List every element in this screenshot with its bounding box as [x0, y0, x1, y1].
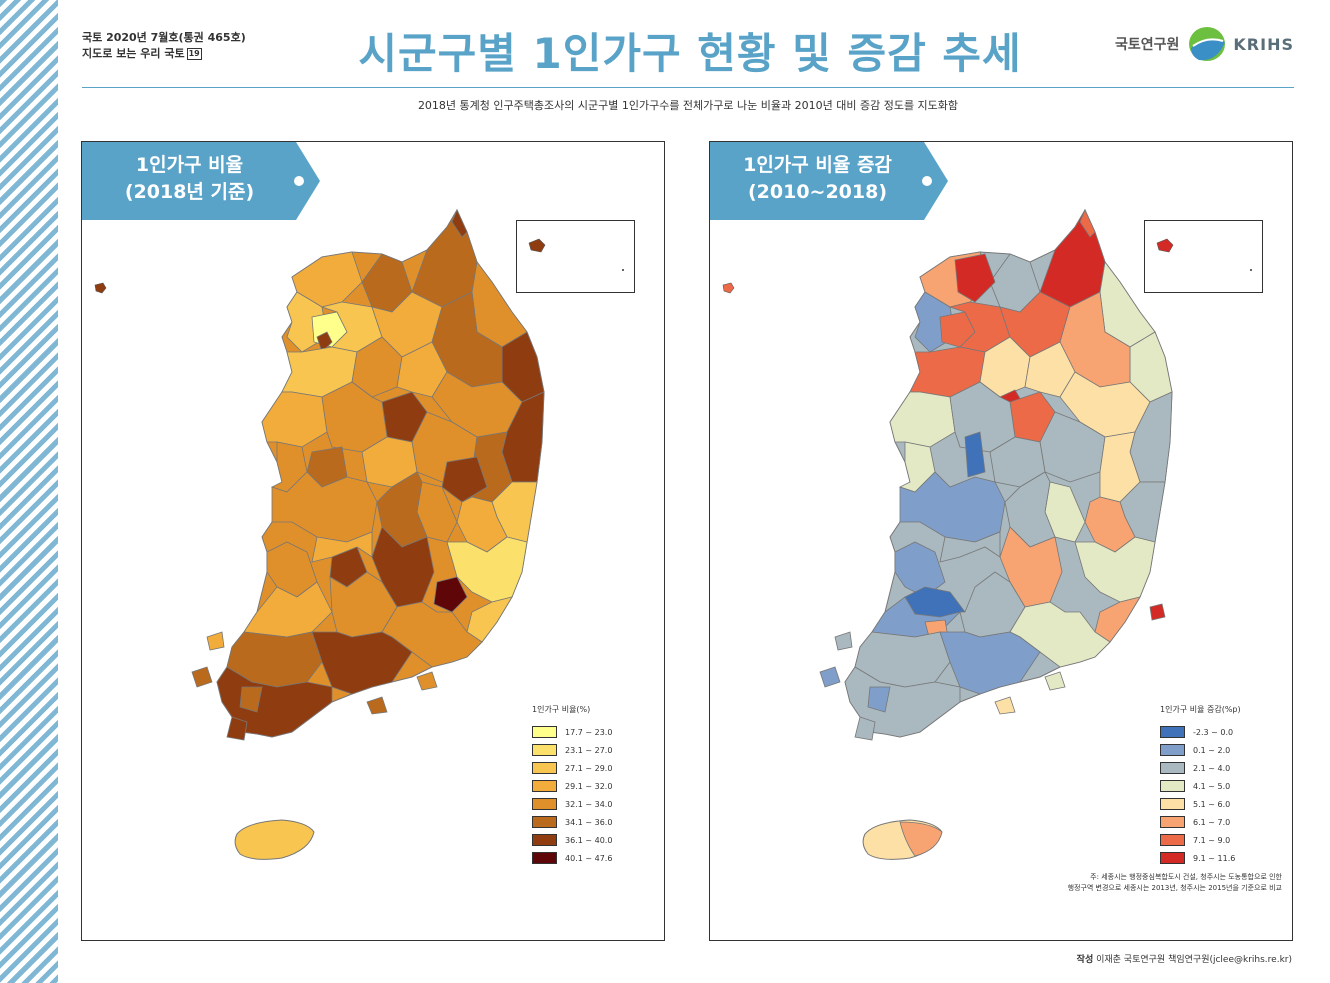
- legend-swatch: [532, 726, 557, 738]
- korea-map-change: [722, 208, 1173, 860]
- legend-ratio: 1인가구 비율(%) 17.7 ~ 23.0 23.1 ~ 27.0 27.1 …: [532, 704, 612, 867]
- legend-item: 0.1 ~ 2.0: [1160, 741, 1241, 759]
- legend-label: 6.1 ~ 7.0: [1193, 817, 1231, 827]
- inset-map-box: [516, 220, 635, 293]
- series-name: 지도로 보는 우리 국토: [82, 47, 185, 60]
- legend-label: 32.1 ~ 34.0: [565, 799, 613, 809]
- legend-item: 32.1 ~ 34.0: [532, 795, 612, 813]
- legend-change: 1인가구 비율 증감(%p) -2.3 ~ 0.0 0.1 ~ 2.0 2.1 …: [1160, 704, 1241, 867]
- map-footnote: 주: 세종시는 행정중심복합도시 건설, 청주시는 도농통합으로 인한 행정구역…: [1050, 872, 1282, 894]
- publication-line-2: 지도로 보는 우리 국토 19: [82, 46, 246, 62]
- page-subtitle: 2018년 통계청 인구주택총조사의 시군구별 1인가구수를 전체가구로 나눈 …: [417, 99, 959, 112]
- legend-item: 7.1 ~ 9.0: [1160, 831, 1241, 849]
- logo-name-kr: 국토연구원: [1115, 37, 1180, 53]
- publication-line-1: 국토 2020년 7월호(통권 465호): [82, 31, 246, 44]
- legend-title: 1인가구 비율(%): [532, 705, 591, 714]
- legend-label: 34.1 ~ 36.0: [565, 817, 613, 827]
- map-title-line-1: 1인가구 비율: [135, 154, 244, 176]
- legend-swatch: [532, 762, 557, 774]
- legend-swatch: [532, 744, 557, 756]
- legend-item: 9.1 ~ 11.6: [1160, 849, 1241, 867]
- legend-item: 6.1 ~ 7.0: [1160, 813, 1241, 831]
- krihs-logo: 국토연구원 KRIHS: [1115, 24, 1294, 64]
- map-title-banner-change: 1인가구 비율 증감 (2010~2018): [710, 142, 950, 220]
- legend-label: 36.1 ~ 40.0: [565, 835, 613, 845]
- legend-item: 4.1 ~ 5.0: [1160, 777, 1241, 795]
- legend-swatch: [532, 780, 557, 792]
- logo-name-en: KRIHS: [1233, 34, 1294, 54]
- left-stripe-decoration: [0, 0, 58, 983]
- legend-swatch: [1160, 852, 1185, 864]
- page-title: 시군구별 1인가구 현황 및 증감 추세: [358, 29, 1022, 78]
- legend-swatch: [532, 798, 557, 810]
- legend-item: 27.1 ~ 29.0: [532, 759, 612, 777]
- legend-label: -2.3 ~ 0.0: [1193, 727, 1234, 737]
- legend-swatch: [1160, 762, 1185, 774]
- legend-label: 29.1 ~ 32.0: [565, 781, 613, 791]
- legend-swatch: [532, 816, 557, 828]
- map-panel-change: 1인가구 비율 증감 (2010~2018) 1인가구 비율 증감(%p) -2…: [709, 141, 1293, 941]
- legend-item: 36.1 ~ 40.0: [532, 831, 612, 849]
- legend-label: 7.1 ~ 9.0: [1193, 835, 1231, 845]
- inset-islands-map: [528, 238, 624, 271]
- korea-map-ratio: [94, 208, 545, 860]
- legend-swatch: [1160, 798, 1185, 810]
- legend-label: 17.7 ~ 23.0: [565, 727, 613, 737]
- legend-item: 17.7 ~ 23.0: [532, 723, 612, 741]
- legend-label: 4.1 ~ 5.0: [1193, 781, 1231, 791]
- legend-swatch: [1160, 816, 1185, 828]
- legend-label: 9.1 ~ 11.6: [1193, 853, 1236, 863]
- legend-swatch: [1160, 744, 1185, 756]
- map-title-ratio: 1인가구 비율 (2018년 기준): [82, 152, 297, 206]
- legend-swatch: [1160, 726, 1185, 738]
- banner-arrow-shape: [710, 142, 948, 220]
- legend-swatch: [1160, 780, 1185, 792]
- credit-text: 이재춘 국토연구원 책임연구원(jclee@krihs.re.kr): [1096, 955, 1292, 965]
- inset-map-box: [1144, 220, 1263, 293]
- legend-item: 2.1 ~ 4.0: [1160, 759, 1241, 777]
- issue-number-badge: 19: [186, 48, 202, 60]
- inset-islands-map: [1156, 238, 1252, 271]
- header-divider: [82, 87, 1294, 88]
- legend-label: 27.1 ~ 29.0: [565, 763, 613, 773]
- legend-label: 40.1 ~ 47.6: [565, 853, 613, 863]
- map-panel-ratio: 1인가구 비율 (2018년 기준) 1인가구 비율(%) 17.7 ~ 23.…: [81, 141, 665, 941]
- legend-swatch: [532, 834, 557, 846]
- legend-label: 5.1 ~ 6.0: [1193, 799, 1231, 809]
- map-title-change: 1인가구 비율 증감 (2010~2018): [710, 152, 925, 206]
- credit-label: 작성: [1076, 955, 1094, 965]
- legend-item: -2.3 ~ 0.0: [1160, 723, 1241, 741]
- legend-item: 23.1 ~ 27.0: [532, 741, 612, 759]
- legend-label: 23.1 ~ 27.0: [565, 745, 613, 755]
- legend-swatch: [1160, 834, 1185, 846]
- legend-item: 34.1 ~ 36.0: [532, 813, 612, 831]
- map-title-line-2: (2010~2018): [747, 181, 888, 203]
- logo-mark-icon: [1189, 27, 1226, 61]
- legend-item: 5.1 ~ 6.0: [1160, 795, 1241, 813]
- footnote-line-2: 행정구역 변경으로 세종시는 2013년, 청주시는 2015년을 기준으로 비…: [1067, 884, 1282, 892]
- banner-arrow-shape: [82, 142, 320, 220]
- map-title-banner-ratio: 1인가구 비율 (2018년 기준): [82, 142, 322, 220]
- map-title-line-1: 1인가구 비율 증감: [743, 154, 892, 176]
- legend-item: 29.1 ~ 32.0: [532, 777, 612, 795]
- legend-swatch: [532, 852, 557, 864]
- footnote-line-1: 주: 세종시는 행정중심복합도시 건설, 청주시는 도농통합으로 인한: [1090, 873, 1282, 881]
- legend-title: 1인가구 비율 증감(%p): [1160, 705, 1241, 714]
- legend-label: 0.1 ~ 2.0: [1193, 745, 1231, 755]
- author-credit: 작성 이재춘 국토연구원 책임연구원(jclee@krihs.re.kr): [1077, 952, 1292, 965]
- map-title-line-2: (2018년 기준): [124, 181, 255, 203]
- legend-label: 2.1 ~ 4.0: [1193, 763, 1231, 773]
- legend-item: 40.1 ~ 47.6: [532, 849, 612, 867]
- publication-info: 국토 2020년 7월호(통권 465호) 지도로 보는 우리 국토 19: [82, 30, 246, 62]
